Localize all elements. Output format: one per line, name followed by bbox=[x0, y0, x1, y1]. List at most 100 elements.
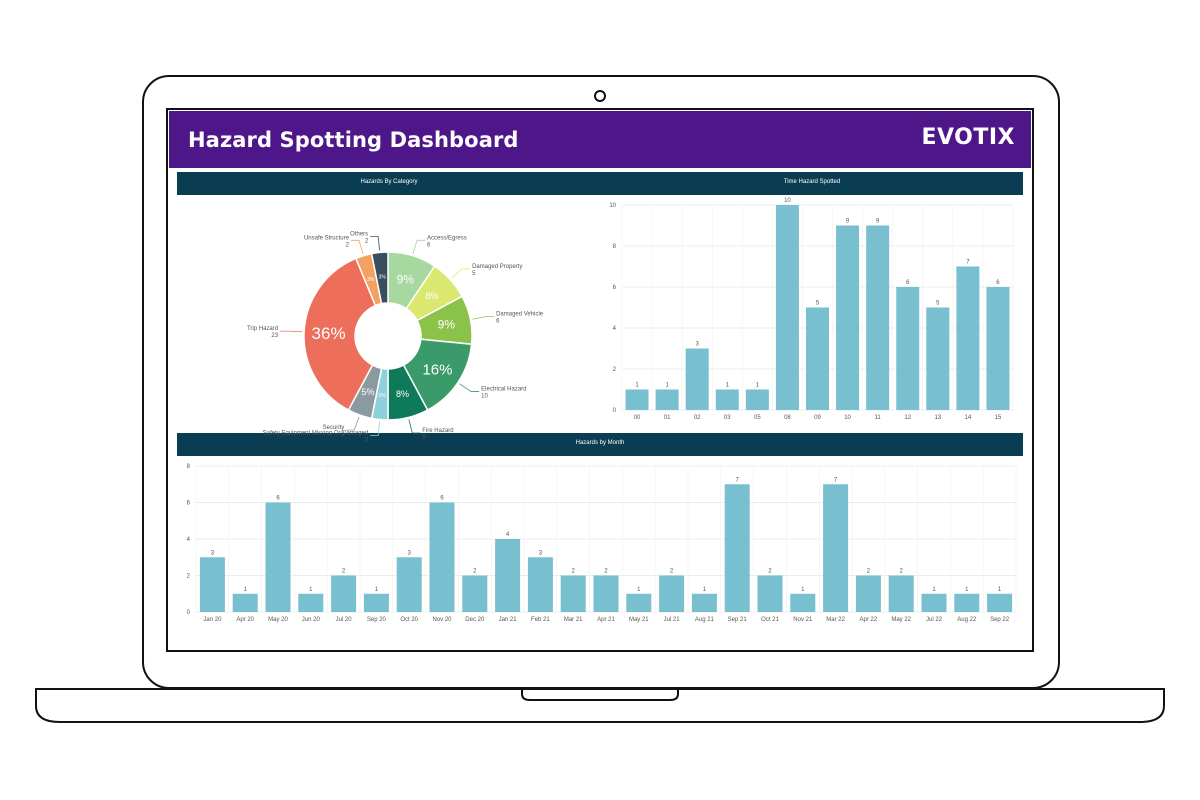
x-tick-label: 08 bbox=[784, 415, 791, 421]
bar bbox=[429, 502, 455, 612]
bar-value-label: 4 bbox=[506, 532, 510, 538]
bar-value-label: 1 bbox=[726, 383, 730, 389]
bar-value-label: 1 bbox=[375, 587, 379, 593]
bar-value-label: 3 bbox=[696, 342, 700, 348]
bar-value-label: 3 bbox=[539, 550, 543, 556]
x-tick-label: Aug 22 bbox=[957, 617, 977, 623]
x-tick-label: Sep 21 bbox=[728, 617, 748, 623]
bar bbox=[691, 593, 717, 612]
x-tick-label: Nov 20 bbox=[432, 617, 452, 623]
bar bbox=[926, 307, 950, 410]
x-tick-label: 01 bbox=[664, 415, 671, 421]
pie-category-value: 2 bbox=[346, 242, 350, 248]
x-tick-label: Dec 20 bbox=[465, 617, 485, 623]
bar-value-label: 1 bbox=[756, 383, 760, 389]
bar-value-label: 5 bbox=[816, 301, 820, 307]
y-tick-label: 8 bbox=[613, 244, 617, 250]
x-tick-label: Aug 21 bbox=[695, 617, 715, 623]
bar bbox=[331, 575, 357, 612]
bar bbox=[265, 502, 291, 612]
pie-category-value: 2 bbox=[365, 438, 369, 444]
y-tick-label: 8 bbox=[187, 464, 191, 470]
bar bbox=[866, 225, 890, 410]
pie-category-label: Security bbox=[323, 425, 345, 431]
bar-value-label: 6 bbox=[996, 280, 1000, 286]
x-tick-label: Jul 22 bbox=[926, 617, 943, 623]
bar-value-label: 3 bbox=[211, 550, 215, 556]
pie-category-value: 6 bbox=[496, 318, 500, 324]
bar-value-label: 1 bbox=[635, 383, 639, 389]
x-tick-label: Jun 20 bbox=[302, 617, 321, 623]
panel-header-month: Hazards by Month bbox=[177, 433, 1023, 456]
y-tick-label: 6 bbox=[613, 285, 617, 291]
x-tick-label: May 22 bbox=[891, 617, 911, 623]
x-tick-label: Jan 20 bbox=[203, 617, 222, 623]
bar-value-label: 10 bbox=[784, 198, 791, 204]
bar-value-label: 5 bbox=[936, 301, 940, 307]
pie-category-label: Safety Equipment Missing Or Damaged bbox=[263, 431, 368, 437]
pie-percent-label: 9% bbox=[397, 272, 415, 286]
x-tick-label: 14 bbox=[965, 415, 972, 421]
x-tick-label: Sep 20 bbox=[367, 617, 387, 623]
bar-value-label: 1 bbox=[309, 587, 313, 593]
pie-percent-label: 9% bbox=[438, 318, 456, 332]
bar bbox=[896, 287, 920, 410]
x-tick-label: 00 bbox=[634, 415, 641, 421]
bar bbox=[986, 287, 1010, 410]
bar bbox=[954, 593, 980, 612]
bar bbox=[625, 389, 649, 410]
bar bbox=[593, 575, 619, 612]
bar-value-label: 1 bbox=[665, 383, 669, 389]
pie-percent-label: 3% bbox=[367, 277, 375, 283]
bar bbox=[685, 348, 709, 410]
bar bbox=[495, 539, 521, 612]
pie-category-value: 23 bbox=[271, 333, 278, 339]
y-tick-label: 0 bbox=[613, 408, 617, 414]
x-tick-label: Jul 21 bbox=[664, 617, 681, 623]
panel-header-category: Hazards By Category bbox=[177, 172, 601, 195]
pie-category-label: Trip Hazard bbox=[247, 326, 278, 332]
bar bbox=[921, 593, 947, 612]
pie-category-label: Damaged Property bbox=[472, 264, 522, 270]
x-tick-label: 02 bbox=[694, 415, 701, 421]
bar bbox=[823, 484, 849, 612]
bar bbox=[462, 575, 488, 612]
pie-leader-line bbox=[370, 421, 380, 436]
pie-category-value: 6 bbox=[427, 242, 431, 248]
app-header: Hazard Spotting Dashboard EVOTIX bbox=[169, 111, 1031, 168]
pie-category-label: Damaged Vehicle bbox=[496, 311, 544, 317]
pie-percent-label: 36% bbox=[312, 324, 346, 343]
bar bbox=[659, 575, 685, 612]
x-tick-label: 13 bbox=[934, 415, 941, 421]
bar bbox=[987, 593, 1013, 612]
bar-value-label: 2 bbox=[768, 569, 772, 575]
pie-category-label: Fire Hazard bbox=[422, 428, 453, 434]
y-tick-label: 2 bbox=[187, 574, 191, 580]
y-tick-label: 6 bbox=[187, 501, 191, 507]
bar-value-label: 7 bbox=[834, 477, 838, 483]
pie-leader-line bbox=[370, 236, 380, 251]
x-tick-label: Feb 21 bbox=[531, 617, 550, 623]
bar-value-label: 9 bbox=[876, 219, 880, 225]
y-tick-label: 4 bbox=[187, 537, 191, 543]
bar bbox=[790, 593, 816, 612]
pie-category-label: Electrical Hazard bbox=[481, 387, 526, 393]
bar bbox=[527, 557, 553, 612]
bar bbox=[745, 389, 769, 410]
dashboard-screen: Hazard Spotting Dashboard EVOTIX Hazards… bbox=[169, 111, 1031, 649]
bar bbox=[775, 205, 799, 410]
bar-value-label: 1 bbox=[637, 587, 641, 593]
pie-category-label: Unsafe Structure bbox=[304, 235, 350, 241]
bar bbox=[724, 484, 750, 612]
pie-leader-line bbox=[280, 330, 303, 333]
bar-value-label: 1 bbox=[965, 587, 969, 593]
x-tick-label: May 20 bbox=[268, 617, 288, 623]
x-tick-label: Jul 20 bbox=[336, 617, 353, 623]
pie-leader-line bbox=[459, 383, 480, 392]
pie-slice bbox=[370, 251, 389, 305]
bar bbox=[363, 593, 389, 612]
brand-logo: EVOTIX bbox=[921, 125, 1015, 150]
bar bbox=[232, 593, 258, 612]
bar-value-label: 2 bbox=[342, 569, 346, 575]
bar bbox=[626, 593, 652, 612]
